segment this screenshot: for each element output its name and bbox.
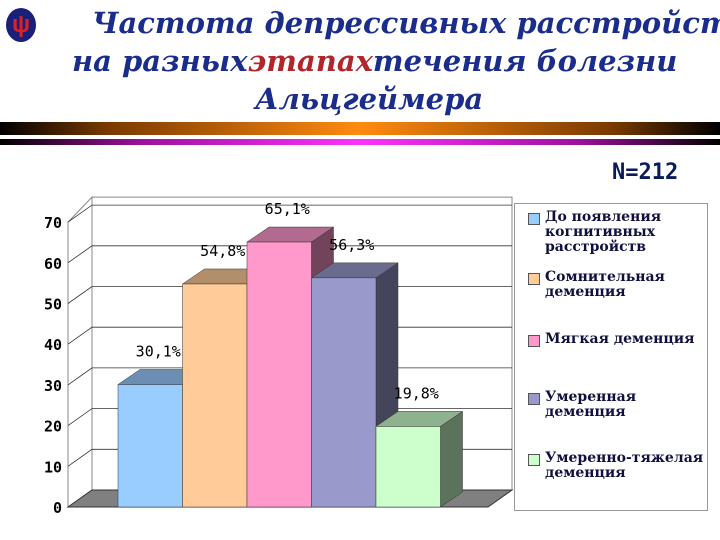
legend-item: Умеренно-тяжелая деменция	[528, 451, 708, 481]
bar-side	[440, 410, 463, 508]
data-label: 30,1%	[136, 342, 181, 360]
logo-psi-icon: ψ	[6, 8, 36, 42]
legend-label: Сомнительная деменция	[545, 269, 665, 300]
legend-item: До появления когнитивных расстройств	[528, 210, 708, 255]
title-line-1: Частота депрессивных расстройств	[92, 6, 720, 40]
bar	[311, 277, 377, 508]
decor-magenta-stripe	[0, 139, 720, 145]
legend-label: Умеренная деменция	[545, 389, 637, 420]
legend-item: Умеренная деменция	[528, 390, 708, 420]
y-tick-label: 40	[44, 336, 62, 354]
title-line-2: на разныхэтапахтечения болезни	[72, 44, 720, 78]
bar	[246, 241, 312, 508]
sample-size: N=212	[612, 160, 679, 185]
legend-label: До появления когнитивных расстройств	[545, 209, 662, 255]
gridline	[67, 245, 512, 264]
y-tick-label: 0	[53, 499, 62, 517]
y-tick-label: 30	[44, 377, 62, 395]
legend-label: Мягкая деменция	[545, 331, 695, 347]
data-label: 54,8%	[200, 242, 245, 260]
y-tick-label: 10	[44, 458, 62, 476]
title-line-3: Альцгеймера	[255, 82, 484, 116]
bar	[117, 384, 183, 508]
gridline	[67, 204, 512, 223]
legend-swatch	[528, 335, 540, 347]
legend-swatch	[528, 273, 540, 285]
bar	[375, 426, 441, 508]
decor-orange-stripe	[0, 122, 720, 135]
legend-item: Мягкая деменция	[528, 332, 708, 347]
y-tick-label: 50	[44, 296, 62, 314]
y-tick-label: 70	[44, 214, 62, 232]
legend-swatch	[528, 393, 540, 405]
y-tick-label: 60	[44, 255, 62, 273]
legend-label: Умеренно-тяжелая деменция	[545, 450, 704, 481]
y-tick-label: 20	[44, 418, 62, 436]
data-label: 65,1%	[265, 200, 310, 218]
title-text: течения болезни	[372, 44, 678, 78]
bar	[182, 283, 248, 508]
data-label: 56,3%	[329, 236, 374, 254]
legend-swatch	[528, 454, 540, 466]
legend-item: Сомнительная деменция	[528, 270, 708, 300]
data-label: 19,8%	[394, 384, 439, 402]
chart-side-wall	[67, 195, 93, 508]
title-highlight: этапах	[247, 44, 373, 78]
legend-swatch	[528, 213, 540, 225]
title-text: на разных	[72, 44, 248, 78]
chart-legend: До появления когнитивных расстройств Сомн…	[514, 203, 708, 511]
